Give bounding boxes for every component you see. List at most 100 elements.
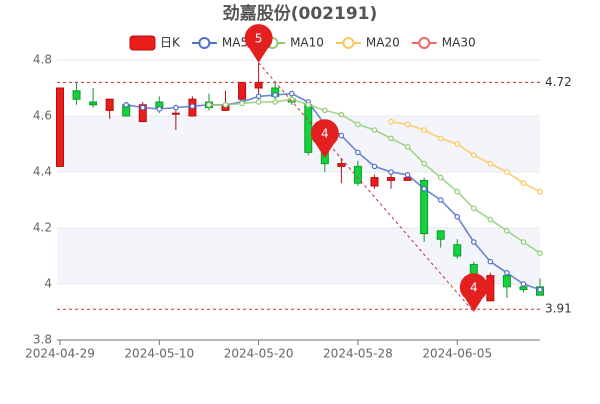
legend-label: MA20 xyxy=(366,36,400,50)
candle-body xyxy=(519,286,528,291)
ma-point xyxy=(239,100,245,107)
ma-point xyxy=(487,216,494,223)
ma-point xyxy=(537,286,543,293)
ma-point xyxy=(222,102,229,108)
ma-point xyxy=(288,90,295,97)
x-tick-label: 2024-05-10 xyxy=(124,347,194,361)
ma-line xyxy=(390,120,541,193)
candle-body xyxy=(387,177,396,181)
candle-body xyxy=(353,165,362,184)
candle-body xyxy=(56,87,64,167)
marker-label: 4 xyxy=(321,127,329,141)
reference-label: 4.72 xyxy=(545,75,572,89)
ma-point xyxy=(322,107,328,114)
ma-point xyxy=(371,163,378,170)
ma-point xyxy=(272,92,278,98)
candle-body xyxy=(420,179,429,235)
ma-point xyxy=(537,250,543,257)
ma-point xyxy=(421,186,427,192)
legend: 日K MA5 MA10 MA20 MA30 xyxy=(129,35,476,51)
marker-label: 5 xyxy=(255,31,263,45)
candle-body xyxy=(486,275,495,302)
ma-point xyxy=(537,188,543,195)
x-tick-label: 2024-05-20 xyxy=(224,347,294,361)
ma-point xyxy=(470,152,477,159)
ma-point xyxy=(338,111,345,118)
ma-point xyxy=(338,132,345,139)
legend-label: MA10 xyxy=(290,36,324,50)
ma-point xyxy=(504,228,510,234)
marker-pin xyxy=(310,119,339,158)
ma-point xyxy=(520,281,527,287)
ma-point xyxy=(388,135,394,142)
y-tick-label: 4.8 xyxy=(33,53,52,67)
candle-body xyxy=(89,101,98,106)
x-tick-label: 2024-05-28 xyxy=(323,347,393,361)
y-tick-label: 3.8 xyxy=(33,333,52,347)
ma-point xyxy=(454,214,461,220)
candle-body xyxy=(370,177,379,187)
ma-point xyxy=(470,205,477,212)
legend-icon xyxy=(129,35,156,51)
ma-point xyxy=(487,258,494,265)
y-tick-label: 4.2 xyxy=(33,221,52,235)
legend-label: MA30 xyxy=(442,36,476,50)
candle-body xyxy=(304,104,313,153)
x-tick-label: 2024-04-29 xyxy=(25,347,95,361)
ma-point xyxy=(189,103,196,110)
candle-body xyxy=(254,81,263,89)
ma-point xyxy=(206,102,212,108)
ma-point xyxy=(272,99,278,105)
marker-pin xyxy=(244,24,273,63)
ma-point xyxy=(305,102,312,108)
candle-body xyxy=(337,163,346,167)
ma-point xyxy=(404,144,411,150)
ma-point xyxy=(371,127,378,133)
candle-body xyxy=(238,81,247,100)
ma-point xyxy=(255,93,262,100)
ma-point xyxy=(520,180,527,187)
ma-point xyxy=(421,160,427,167)
ma-point xyxy=(404,121,411,128)
ma-point xyxy=(255,99,262,105)
ma-point xyxy=(437,197,444,203)
reference-label: 3.91 xyxy=(545,302,572,316)
ma-point xyxy=(139,104,146,111)
candle-body xyxy=(436,230,445,240)
y-tick-label: 4.6 xyxy=(33,109,52,123)
split-area xyxy=(57,116,540,172)
chart-title: 劲嘉股份(002191) xyxy=(222,3,378,24)
ma-point xyxy=(173,104,179,111)
candle-body xyxy=(403,177,412,181)
ma-point xyxy=(470,239,477,245)
x-tick-label: 2024-06-05 xyxy=(422,347,492,361)
ma-point xyxy=(454,188,461,195)
ma-point xyxy=(504,169,510,175)
ma-point xyxy=(123,102,130,108)
legend-icon xyxy=(342,37,355,49)
legend-icon xyxy=(418,37,431,49)
trend-line xyxy=(258,62,475,313)
ma-point xyxy=(520,239,527,245)
ma-point xyxy=(437,174,444,181)
ma-point xyxy=(487,160,494,167)
candle-body xyxy=(171,112,180,115)
ma-point xyxy=(504,269,510,276)
legend-icon xyxy=(198,37,211,49)
ma-point xyxy=(355,121,361,128)
ma-point xyxy=(355,149,361,156)
legend-label: 日K xyxy=(160,36,181,50)
candle-body xyxy=(453,244,462,257)
ma-point xyxy=(404,172,411,178)
legend-label: MA5 xyxy=(222,36,248,50)
marker-pin xyxy=(459,273,488,312)
ma-point xyxy=(421,127,427,133)
ma-point xyxy=(437,135,444,142)
ma-point xyxy=(454,141,461,147)
ma-point xyxy=(388,118,394,125)
y-tick-label: 4 xyxy=(44,277,52,291)
y-tick-label: 4.4 xyxy=(33,165,52,179)
candle-body xyxy=(72,90,81,100)
